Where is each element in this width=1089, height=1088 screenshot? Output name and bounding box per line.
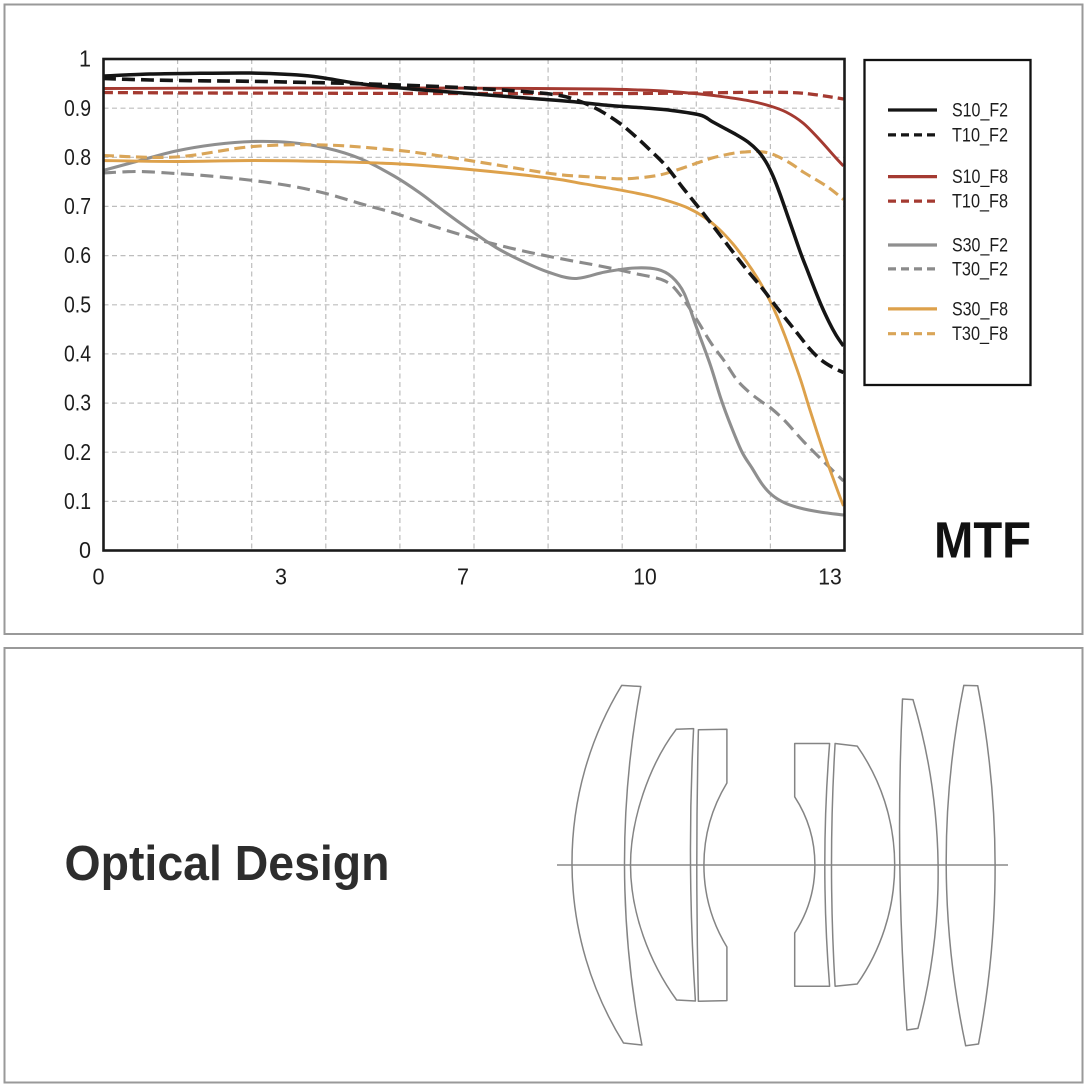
svg-text:S10_F8: S10_F8 (952, 167, 1008, 188)
svg-text:T10_F2: T10_F2 (952, 125, 1008, 146)
svg-text:3: 3 (275, 564, 287, 590)
svg-text:13: 13 (818, 564, 842, 590)
svg-text:S30_F2: S30_F2 (952, 236, 1008, 257)
svg-text:0.8: 0.8 (64, 144, 91, 170)
svg-text:T10_F8: T10_F8 (952, 192, 1008, 213)
svg-text:0.9: 0.9 (64, 95, 91, 121)
svg-text:0.7: 0.7 (64, 193, 91, 219)
svg-text:T30_F8: T30_F8 (952, 324, 1008, 345)
svg-text:S10_F2: S10_F2 (952, 101, 1008, 122)
svg-text:0.2: 0.2 (64, 439, 91, 465)
svg-text:T30_F2: T30_F2 (952, 259, 1008, 280)
svg-text:0.6: 0.6 (64, 242, 91, 268)
svg-text:0.4: 0.4 (64, 341, 91, 367)
svg-text:0: 0 (93, 564, 105, 590)
svg-text:7: 7 (457, 564, 469, 590)
svg-text:0.1: 0.1 (64, 488, 91, 514)
svg-text:0: 0 (79, 537, 91, 563)
svg-text:1: 1 (79, 46, 91, 72)
svg-text:S30_F8: S30_F8 (952, 299, 1008, 320)
svg-text:10: 10 (633, 564, 657, 590)
svg-text:Optical Design: Optical Design (65, 837, 390, 891)
svg-text:0.3: 0.3 (64, 390, 91, 416)
svg-text:0.5: 0.5 (64, 291, 91, 317)
svg-text:MTF: MTF (934, 512, 1031, 569)
